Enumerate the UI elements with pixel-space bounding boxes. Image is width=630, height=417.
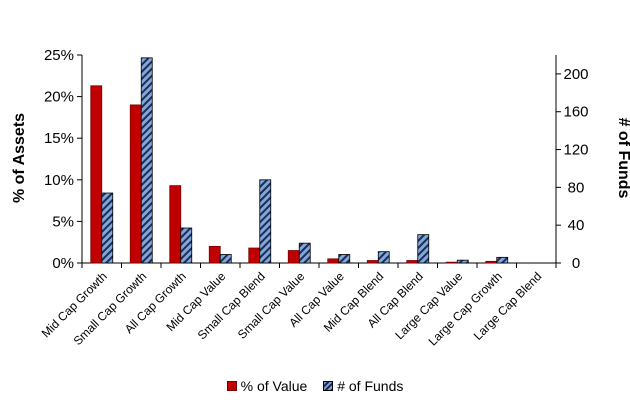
bar-number-of-funds [140, 57, 153, 264]
x-category-label: Small Cap Growth [71, 269, 150, 348]
bar-number-of-funds [417, 234, 430, 264]
y-tick-label: 0% [52, 255, 74, 272]
legend-label-funds: # of Funds [337, 378, 404, 394]
y2-tick-label: 80 [568, 179, 585, 196]
bar-number-of-funds [298, 242, 311, 264]
y-tick-label: 10% [44, 172, 74, 189]
y2-tick-label: 160 [563, 104, 588, 121]
bar-percent-of-value [129, 104, 142, 264]
bar-percent-of-value [445, 261, 458, 264]
bar-number-of-funds [377, 251, 390, 264]
y-tick-label: 5% [52, 213, 74, 230]
legend-swatch-funds [323, 381, 334, 391]
y2-tick-label: 0 [572, 255, 580, 272]
x-category-label: Large Cap Value [392, 269, 465, 342]
bars [90, 57, 509, 264]
x-category-label: Mid Cap Growth [39, 269, 110, 340]
x-category-label: Large Cap Growth [426, 269, 505, 348]
labels: 0% 5% 10% 15% 20% 25% 0 40 80 120 160 200 Mid Cap Gr… [39, 47, 589, 348]
x-category-label: Small Cap Value [235, 269, 308, 342]
bar-number-of-funds [496, 256, 509, 264]
bar-number-of-funds [101, 192, 114, 264]
bar-percent-of-value [208, 245, 221, 264]
bar-percent-of-value [327, 258, 340, 264]
legend-item-value: % of Value [226, 378, 308, 394]
y-tick-label: 15% [44, 130, 74, 147]
bar-number-of-funds [180, 227, 193, 264]
bar-percent-of-value [406, 260, 419, 264]
bar-percent-of-value [90, 85, 103, 264]
bar-percent-of-value [248, 247, 261, 264]
bar-percent-of-value [287, 250, 300, 264]
y-tick-label: 20% [44, 89, 74, 106]
legend-label-value: % of Value [240, 378, 308, 394]
bar-percent-of-value [366, 260, 379, 264]
bar-percent-of-value [169, 185, 182, 264]
bar-number-of-funds [338, 254, 351, 264]
x-category-label: Small Cap Blend [195, 269, 268, 342]
y2-tick-label: 40 [568, 217, 585, 234]
bar-number-of-funds [456, 259, 469, 264]
y2-tick-label: 120 [563, 142, 588, 159]
bar-number-of-funds [219, 254, 232, 264]
axes [77, 54, 561, 268]
x-category-label: Large Cap Blend [471, 269, 545, 343]
legend-swatch-value [226, 381, 237, 391]
y-axis-title: % of Assets [11, 113, 28, 203]
bar-percent-of-value [485, 260, 498, 264]
legend: % of Value # of Funds [0, 378, 630, 394]
y2-tick-label: 200 [563, 66, 588, 83]
legend-item-funds: # of Funds [323, 378, 403, 394]
y2-axis-title: # of Funds [615, 118, 630, 199]
y-tick-label: 25% [44, 47, 74, 64]
bar-number-of-funds [259, 179, 272, 264]
